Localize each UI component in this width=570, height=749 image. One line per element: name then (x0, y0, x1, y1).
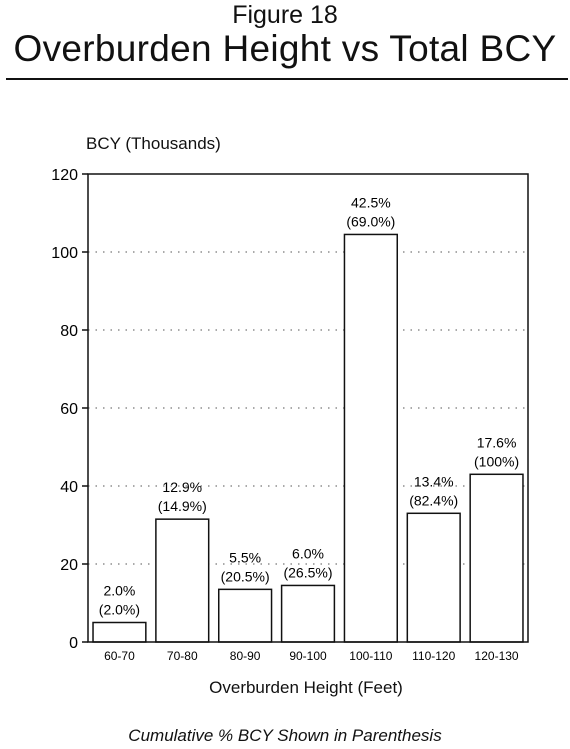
y-tick-label: 120 (51, 167, 78, 184)
percent-label: 12.9% (162, 479, 202, 495)
x-tick-label: 60-70 (104, 649, 135, 663)
x-tick-label: 70-80 (167, 649, 198, 663)
data-labels: (2.0%) 2.0% (14.9%) 12.9% (20.5%) 5.5% (26.5%)… (99, 194, 519, 617)
bar (92, 621, 147, 643)
percent-label: 2.0% (103, 583, 135, 599)
bars (92, 233, 524, 643)
percent-label: 17.6% (477, 434, 517, 450)
percent-label: 42.5% (351, 194, 391, 210)
bar (280, 584, 336, 643)
percent-label: 6.0% (292, 545, 324, 561)
cumulative-label: (20.5%) (221, 568, 270, 584)
y-tick-label: 80 (60, 323, 78, 340)
y-tick-label: 20 (60, 557, 78, 574)
y-axis: 0 20 40 60 80 100 120 (51, 167, 88, 652)
x-axis-categories: 60-70 70-80 80-90 90-100 100-110 110-120 120-1… (104, 649, 519, 663)
chart-title: Overburden Height vs Total BCY (13, 28, 557, 69)
y-tick-label: 40 (60, 479, 78, 496)
cumulative-label: (69.0%) (346, 213, 395, 229)
y-tick-label: 0 (69, 635, 78, 652)
figure-label: Figure 18 (232, 1, 338, 29)
bar (469, 473, 524, 643)
bar (343, 233, 399, 643)
x-axis-label: Overburden Height (Feet) (209, 678, 403, 697)
y-tick-label: 60 (60, 401, 78, 418)
bar (217, 588, 273, 643)
y-axis-label: BCY (Thousands) (86, 134, 221, 153)
x-tick-label: 120-130 (475, 649, 519, 663)
x-tick-label: 80-90 (230, 649, 261, 663)
percent-label: 5.5% (229, 549, 261, 565)
cumulative-label: (14.9%) (158, 498, 207, 514)
x-tick-label: 110-120 (412, 649, 455, 663)
x-tick-label: 100-110 (349, 649, 392, 663)
footnote: Cumulative % BCY Shown in Parenthesis (128, 726, 442, 745)
cumulative-label: (82.4%) (409, 492, 458, 508)
bar (155, 518, 210, 643)
title-rule (6, 78, 568, 80)
cumulative-label: (26.5%) (283, 564, 332, 580)
bar (406, 512, 461, 643)
cumulative-label: (100%) (474, 453, 519, 469)
x-tick-label: 90-100 (289, 649, 327, 663)
grid-lines (88, 251, 528, 565)
cumulative-label: (2.0%) (99, 602, 140, 618)
y-tick-label: 100 (51, 245, 78, 262)
percent-label: 13.4% (414, 473, 454, 489)
